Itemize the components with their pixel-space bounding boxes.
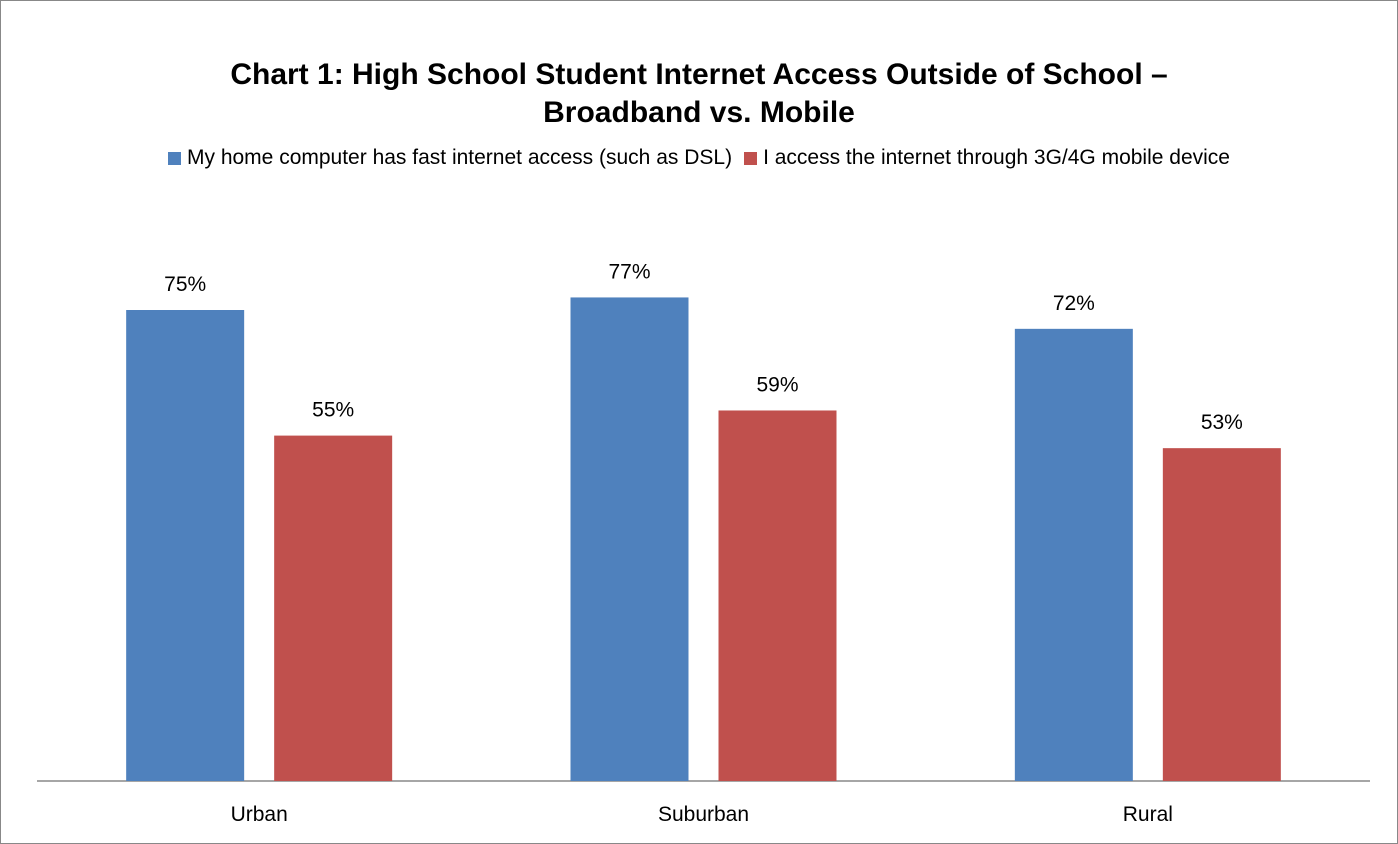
chart-title-line-1: Chart 1: High School Student Internet Ac… (230, 58, 1168, 91)
bar-suburban-series-2 (718, 410, 837, 781)
legend-swatch-mobile (744, 151, 758, 165)
chart-legend: My home computer has fast internet acces… (0, 146, 1398, 170)
bar-urban-series-2 (274, 435, 393, 781)
x-tick-label-urban: Urban (231, 803, 288, 826)
chart-title-line-2: Broadband vs. Mobile (543, 96, 855, 129)
legend-label-broadband: My home computer has fast internet acces… (187, 146, 733, 169)
x-tick-label-rural: Rural (1123, 803, 1173, 826)
x-tick-label-suburban: Suburban (658, 803, 749, 826)
legend-label-mobile: I access the internet through 3G/4G mobi… (763, 146, 1230, 169)
data-label-suburban-series-2: 59% (756, 373, 798, 396)
data-label-rural-series-2: 53% (1201, 411, 1243, 434)
bar-rural-series-1 (1014, 328, 1133, 781)
legend-item-mobile: I access the internet through 3G/4G mobi… (744, 146, 1230, 170)
data-label-urban-series-1: 75% (164, 273, 206, 296)
bar-urban-series-1 (126, 310, 245, 781)
chart-title: Chart 1: High School Student Internet Ac… (0, 56, 1398, 132)
legend-item-broadband: My home computer has fast internet acces… (168, 146, 732, 170)
data-label-rural-series-1: 72% (1053, 292, 1095, 315)
bar-suburban-series-1 (570, 297, 689, 781)
legend-swatch-broadband (168, 151, 181, 165)
bar-rural-series-2 (1162, 448, 1281, 781)
data-label-urban-series-2: 55% (312, 399, 354, 422)
data-label-suburban-series-1: 77% (608, 260, 650, 283)
